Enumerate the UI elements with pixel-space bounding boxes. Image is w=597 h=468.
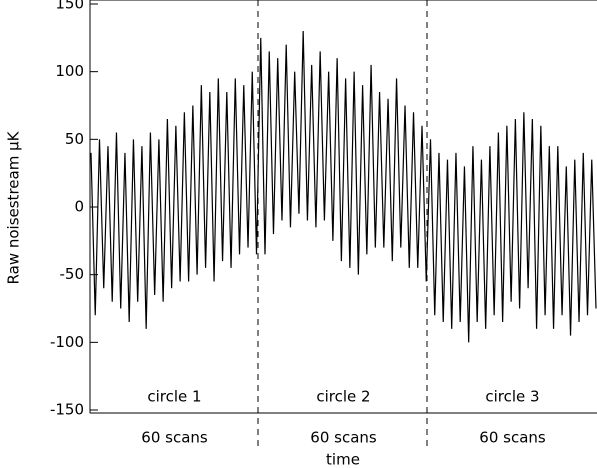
annotation: circle 1 [147, 388, 201, 406]
annotation: circle 2 [316, 388, 370, 406]
y-axis-label: Raw noisestream μK [5, 130, 23, 284]
y-tick-label: 50 [65, 130, 84, 148]
y-tick-label: 100 [55, 62, 84, 80]
segment-label: 60 scans [479, 429, 546, 447]
annotation: circle 3 [485, 388, 539, 406]
y-tick-label: -150 [50, 401, 84, 419]
y-tick-label: -50 [60, 265, 85, 283]
x-axis-label: time [326, 451, 360, 468]
y-tick-label: -100 [50, 333, 84, 351]
y-tick-label: 150 [55, 0, 84, 13]
y-tick-label: 0 [74, 198, 84, 216]
segment-label: 60 scans [310, 429, 377, 447]
segment-label: 60 scans [141, 429, 208, 447]
noise-line [90, 31, 597, 343]
